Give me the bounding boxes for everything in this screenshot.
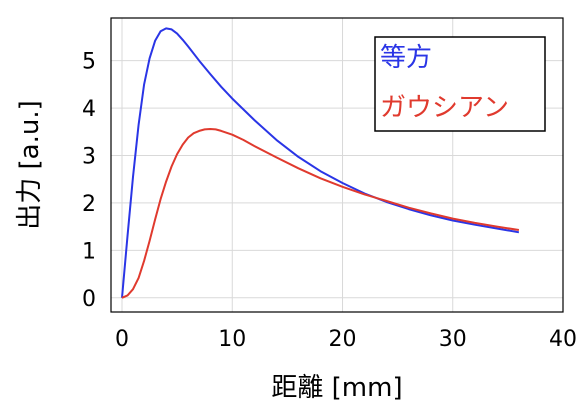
y-tick-label: 5 [82,50,96,75]
y-tick-label: 0 [82,287,96,312]
y-tick-label: 1 [82,239,96,264]
x-tick-label: 10 [218,327,246,352]
y-axis-label: 出力 [a.u.] [15,100,45,230]
plot-frame [110,17,564,313]
legend-entry-gaussian: ガウシアン [380,93,509,123]
series-line-isotropic [121,27,520,298]
x-tick-label: 20 [329,327,357,352]
x-tick-label: 40 [549,327,577,352]
y-tick-label: 3 [82,145,96,170]
axis-ticks: 0 10 20 30 40 0 1 2 3 4 5 [82,50,577,352]
legend: 等方 ガウシアン [374,36,546,132]
y-tick-label: 2 [82,192,96,217]
legend-entry-isotropic: 等方 [380,43,432,73]
y-tick-label: 4 [82,97,96,122]
x-axis-label: 距離 [mm] [271,373,402,403]
x-tick-label: 0 [115,327,129,352]
series-layer [121,27,520,299]
x-tick-label: 30 [439,327,467,352]
legend-box [374,36,546,132]
series-line-gaussian [121,128,520,299]
